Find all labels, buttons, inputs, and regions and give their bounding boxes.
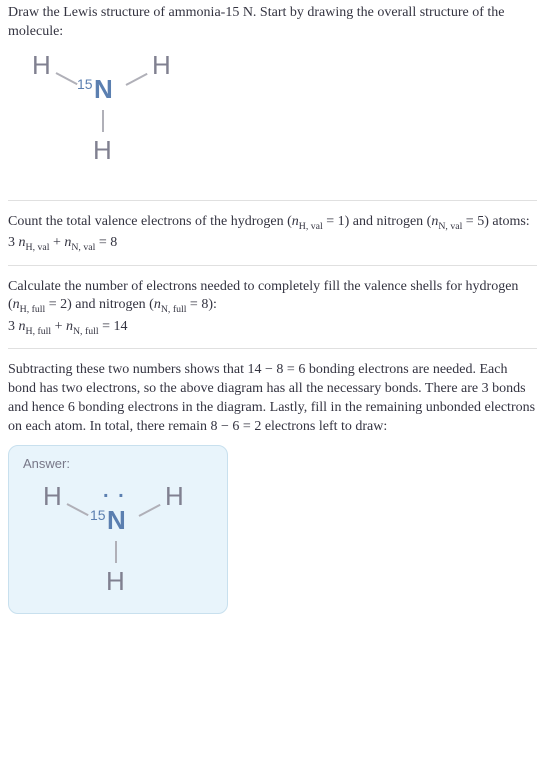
sub-h-full: H, full bbox=[20, 304, 46, 315]
bond-left bbox=[67, 503, 89, 516]
bond-right bbox=[139, 504, 161, 517]
text-part: Count the total valence electrons of the… bbox=[8, 214, 292, 229]
section-answer: Subtracting these two numbers shows that… bbox=[8, 361, 537, 614]
bond-bottom bbox=[115, 541, 117, 563]
atom-n: N bbox=[107, 505, 126, 536]
eq-sub2-full: N, full bbox=[73, 325, 99, 336]
var-n-full: n bbox=[154, 297, 161, 312]
eq-var1-full: n bbox=[19, 319, 26, 334]
eq-sub2: N, val bbox=[71, 242, 95, 253]
sub-h: H, val bbox=[299, 221, 323, 232]
answer-box: Answer: H H . . 15 N H bbox=[8, 445, 228, 614]
eq-rhs: = 8 bbox=[95, 235, 117, 250]
eq-var1: n bbox=[19, 235, 26, 250]
section-full-shell: Calculate the number of electrons needed… bbox=[8, 278, 537, 350]
atom-h-right: H bbox=[152, 50, 171, 81]
bond-left bbox=[56, 72, 78, 85]
eq-sub1: H, val bbox=[26, 242, 50, 253]
sub-n: N, val bbox=[438, 221, 462, 232]
isotope-label: 15 bbox=[77, 76, 93, 92]
atom-h-bottom: H bbox=[93, 135, 112, 166]
eq-var2-full: n bbox=[66, 319, 73, 334]
atom-h-bottom: H bbox=[106, 566, 125, 597]
eq-sub1-full: H, full bbox=[26, 325, 52, 336]
valence-equation: 3 nH, val + nN, val = 8 bbox=[8, 235, 537, 253]
atom-n: N bbox=[94, 74, 113, 105]
eq-lhs: 3 bbox=[8, 319, 19, 334]
var-h: n bbox=[292, 214, 299, 229]
text-part: = 1) and nitrogen ( bbox=[323, 214, 432, 229]
var-h-full: n bbox=[13, 297, 20, 312]
text-part: = 5) atoms: bbox=[462, 214, 529, 229]
lone-pair: . . bbox=[103, 480, 126, 503]
count-text: Count the total valence electrons of the… bbox=[8, 213, 537, 233]
intro-text: Draw the Lewis structure of ammonia-15 N… bbox=[8, 4, 537, 42]
text-part: = 8): bbox=[186, 297, 216, 312]
atom-h-left: H bbox=[43, 481, 62, 512]
eq-plus: + bbox=[49, 235, 64, 250]
molecule-structure-answer: H H . . 15 N H bbox=[43, 475, 193, 605]
eq-plus: + bbox=[51, 319, 66, 334]
full-text: Calculate the number of electrons needed… bbox=[8, 278, 537, 317]
text-part: = 2) and nitrogen ( bbox=[45, 297, 154, 312]
molecule-structure-initial: H H 15 N H bbox=[32, 50, 182, 180]
explanation-text: Subtracting these two numbers shows that… bbox=[8, 361, 537, 437]
full-equation: 3 nH, full + nN, full = 14 bbox=[8, 319, 537, 337]
isotope-label: 15 bbox=[90, 507, 106, 523]
bond-bottom bbox=[102, 110, 104, 132]
atom-h-right: H bbox=[165, 481, 184, 512]
section-intro: Draw the Lewis structure of ammonia-15 N… bbox=[8, 4, 537, 201]
answer-label: Answer: bbox=[23, 456, 213, 471]
eq-rhs: = 14 bbox=[99, 319, 128, 334]
section-count-valence: Count the total valence electrons of the… bbox=[8, 213, 537, 266]
sub-n-full: N, full bbox=[161, 304, 187, 315]
atom-h-left: H bbox=[32, 50, 51, 81]
bond-right bbox=[126, 73, 148, 86]
eq-lhs: 3 bbox=[8, 235, 19, 250]
